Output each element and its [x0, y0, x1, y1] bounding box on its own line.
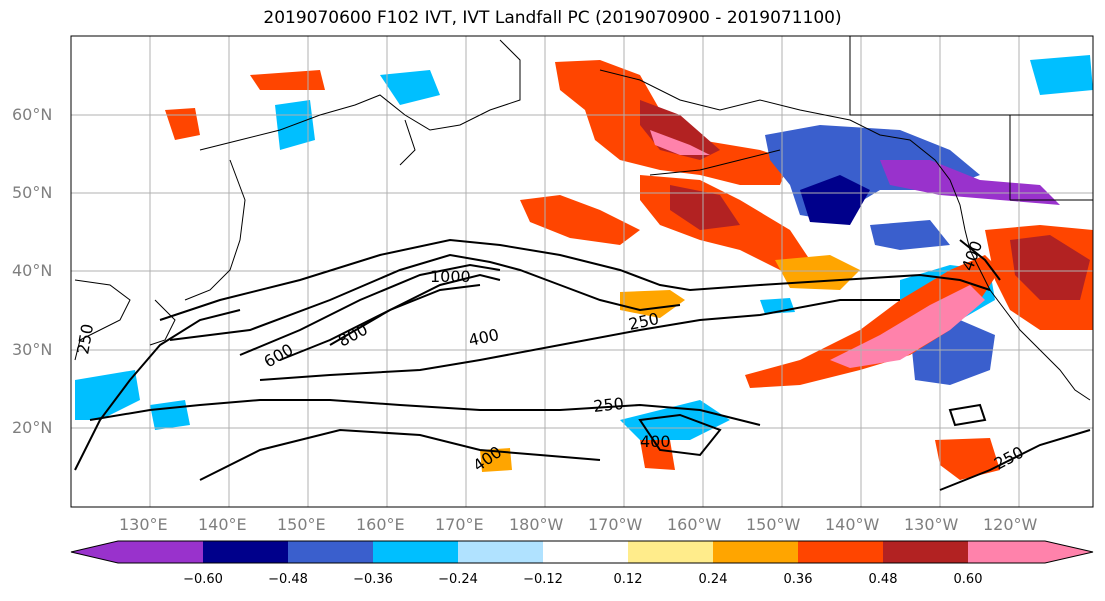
lat-label: 60°N	[12, 105, 53, 124]
contour-400-south	[259, 299, 900, 381]
coast-china	[74, 279, 131, 361]
colorbar-bin	[628, 541, 713, 563]
lon-label: 170°W	[588, 515, 643, 534]
colorbar-bin	[798, 541, 883, 563]
coastlines	[74, 36, 1093, 401]
contour-400-coast	[959, 239, 1001, 281]
contour-250-southeast	[939, 429, 1091, 491]
plot-frame	[70, 35, 1094, 508]
lon-label: 160°E	[356, 515, 405, 534]
negative-core-bc	[800, 175, 870, 225]
coast-sakhalin-japan	[184, 159, 246, 301]
negative-spot-2	[380, 70, 440, 105]
contour-1000	[329, 273, 501, 346]
colorbar-bin	[543, 541, 628, 563]
negative-region-oregon	[870, 220, 950, 250]
positive-region-hawaii-east	[935, 438, 1000, 480]
positive-region-mid	[775, 255, 860, 290]
contour-250-south	[89, 399, 761, 426]
colorbar-bin	[713, 541, 798, 563]
contour-400-tropics	[199, 428, 601, 481]
map-title: 2019070600 F102 IVT, IVT Landfall PC (20…	[263, 8, 842, 28]
positive-region-gulf	[520, 195, 640, 245]
contour-600	[239, 263, 501, 356]
negative-spot-4	[150, 400, 190, 430]
positive-spot-4	[640, 440, 675, 470]
lon-label: 130°W	[904, 515, 959, 534]
shaded-anomalies	[75, 55, 1093, 480]
positive-core-interior	[1010, 235, 1090, 300]
lon-label: 140°E	[198, 515, 247, 534]
negative-spot-6	[1030, 55, 1093, 95]
colorbar-bin	[968, 541, 1045, 563]
colorbar-bin	[288, 541, 373, 563]
ivt-contours	[74, 238, 1091, 491]
positive-band-ar	[745, 255, 1000, 388]
coast-north-america	[599, 69, 1091, 401]
colorbar-extend-right	[1045, 541, 1093, 563]
positive-core-east	[670, 185, 740, 230]
contour-250-outer-north	[159, 238, 991, 321]
coast-siberia	[199, 39, 521, 151]
lon-label: 150°W	[746, 515, 801, 534]
colorbar-tick-label: −0.60	[183, 572, 223, 587]
colorbar-tick-label: −0.48	[268, 572, 308, 587]
contour-west	[74, 309, 241, 471]
lat-label: 40°N	[12, 261, 53, 280]
lat-label: 50°N	[12, 183, 53, 202]
colorbar-bin	[118, 541, 203, 563]
contour-400-hawaii	[638, 413, 722, 457]
colorbar-tick-label: 0.48	[868, 572, 898, 587]
coast-aleutians	[649, 149, 781, 176]
colorbar-tick-label: 0.24	[698, 572, 728, 587]
colorbar	[70, 540, 1094, 564]
coast-korea	[149, 299, 176, 346]
colorbar-tick-label: −0.24	[438, 572, 478, 587]
colorbar-tick-label: 0.12	[613, 572, 643, 587]
border-alaska	[849, 36, 1010, 116]
positive-spot-5	[480, 448, 512, 472]
colorbar-bin	[458, 541, 543, 563]
lon-label: 170°E	[435, 515, 484, 534]
contour-label-250: 250	[592, 394, 624, 416]
positive-band-ar-core	[830, 285, 985, 368]
negative-peak-bc	[880, 160, 1060, 205]
colorbar-bin	[203, 541, 288, 563]
contour-label-400: 400	[640, 432, 671, 451]
lat-label: 20°N	[12, 418, 53, 437]
negative-spot-3	[275, 100, 315, 150]
positive-spot-1	[250, 70, 325, 90]
colorbar-tick-label: −0.12	[523, 572, 563, 587]
colorbar-tick-label: −0.36	[353, 572, 393, 587]
contour-400-north	[169, 253, 681, 341]
lon-label: 160°W	[667, 515, 722, 534]
positive-peak-alaska	[650, 130, 710, 155]
colorbar-tick-label: 0.60	[953, 572, 983, 587]
colorbar-bin	[373, 541, 458, 563]
contour-small	[948, 403, 987, 427]
coast-kamchatka	[399, 119, 416, 166]
contour-label-1000: 1000	[430, 267, 471, 286]
positive-spot-3	[620, 290, 685, 318]
lon-label: 140°W	[825, 515, 880, 534]
colorbar-bin	[883, 541, 968, 563]
border-canada	[1009, 114, 1093, 201]
colorbar-extend-left	[71, 541, 118, 563]
lat-label: 30°N	[12, 340, 53, 359]
positive-spot-2	[165, 108, 200, 140]
lon-label: 150°E	[277, 515, 326, 534]
colorbar-tick-label: 0.36	[783, 572, 813, 587]
lon-label: 180°W	[509, 515, 564, 534]
colorbar-outline	[70, 540, 1094, 564]
lon-label: 120°W	[983, 515, 1038, 534]
negative-spot-taiwan	[75, 370, 140, 420]
lon-label: 130°E	[119, 515, 168, 534]
